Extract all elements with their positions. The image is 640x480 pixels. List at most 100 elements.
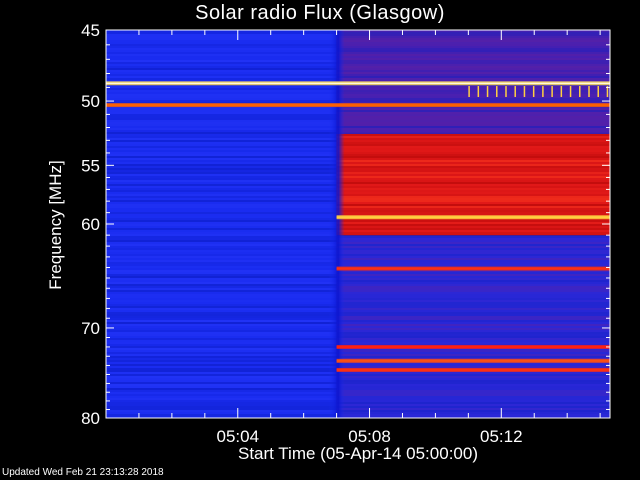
texture-stripe-post — [336, 96, 610, 98]
texture-stripe-post — [336, 90, 610, 92]
texture-stripe-pre — [106, 286, 337, 288]
texture-stripe-pre — [106, 146, 337, 148]
texture-stripe-post — [336, 118, 610, 120]
texture-stripe-pre — [106, 58, 337, 60]
texture-stripe-pre — [106, 108, 337, 110]
texture-stripe-post — [336, 386, 610, 388]
texture-stripe-post — [336, 378, 610, 380]
texture-stripe-pre — [106, 266, 337, 268]
texture-stripe-post — [337, 150, 610, 152]
texture-stripe-pre — [106, 162, 337, 164]
texture-stripe-pre — [106, 110, 337, 112]
y-tick-label-60: 60 — [81, 215, 100, 234]
texture-stripe-pre — [106, 126, 337, 128]
texture-stripe-post — [336, 220, 610, 222]
y-tick-label-55: 55 — [81, 156, 100, 175]
texture-stripe-pre — [106, 380, 337, 382]
texture-stripe-pre — [106, 92, 337, 94]
texture-stripe-post — [336, 400, 610, 402]
texture-stripe-pre — [106, 118, 337, 120]
texture-stripe-pre — [106, 98, 337, 100]
texture-stripe-post — [336, 194, 610, 196]
texture-stripe-post — [336, 38, 610, 40]
texture-stripe-pre — [106, 166, 337, 168]
texture-stripe-post — [336, 114, 610, 116]
texture-stripe-post — [336, 298, 610, 300]
texture-stripe-post — [336, 332, 610, 334]
texture-stripe-post — [336, 102, 610, 104]
texture-stripe-pre — [106, 372, 337, 374]
texture-stripe-pre — [106, 244, 337, 246]
texture-stripe-pre — [106, 390, 337, 392]
texture-stripe-post — [336, 46, 610, 48]
texture-stripe-post — [336, 208, 610, 210]
texture-stripe-pre — [106, 368, 337, 370]
texture-stripe-pre — [106, 272, 337, 274]
texture-stripe-post — [336, 392, 610, 394]
texture-stripe-post — [336, 140, 610, 142]
texture-stripe-pre — [106, 362, 337, 364]
texture-stripe-pre — [106, 218, 337, 220]
texture-stripe-pre — [106, 284, 337, 286]
texture-stripe-post — [336, 306, 610, 308]
texture-stripe-pre — [106, 410, 337, 412]
texture-stripe-pre — [106, 198, 337, 200]
texture-stripe-post — [336, 200, 610, 202]
texture-stripe-post — [336, 64, 610, 66]
texture-stripe-pre — [106, 288, 337, 290]
texture-stripe-post — [336, 68, 610, 70]
texture-stripe-pre — [106, 136, 337, 138]
texture-stripe-post — [336, 180, 610, 182]
texture-stripe-pre — [106, 330, 337, 332]
texture-stripe-pre — [106, 270, 337, 272]
band-3 — [336, 267, 610, 270]
texture-stripe-post — [336, 54, 610, 56]
texture-stripe-pre — [106, 402, 337, 404]
texture-stripe-post — [336, 66, 610, 68]
texture-stripe-pre — [106, 48, 337, 50]
texture-stripe-post — [336, 264, 610, 266]
x-tick-label-05:12: 05:12 — [480, 427, 523, 446]
interference-spike — [532, 86, 535, 97]
texture-stripe-pre — [106, 260, 337, 262]
texture-stripe-post — [336, 324, 610, 326]
texture-stripe-pre — [106, 100, 337, 102]
texture-stripe-pre — [106, 388, 337, 390]
texture-stripe-post — [336, 198, 610, 200]
texture-stripe-pre — [106, 204, 337, 206]
texture-stripe-post — [336, 116, 610, 118]
texture-stripe-pre — [106, 296, 337, 298]
texture-stripe-pre — [106, 74, 337, 76]
texture-stripe-pre — [106, 140, 337, 142]
texture-stripe-pre — [106, 334, 337, 336]
texture-stripe-post — [336, 124, 610, 126]
texture-stripe-post — [336, 236, 610, 238]
texture-stripe-pre — [106, 32, 337, 34]
texture-stripe-post — [336, 308, 610, 310]
texture-stripe-pre — [106, 120, 337, 122]
texture-stripe-pre — [106, 400, 337, 402]
texture-stripe-post — [336, 390, 610, 392]
texture-stripe-pre — [106, 404, 337, 406]
texture-stripe-post — [336, 88, 610, 90]
texture-stripe-post — [336, 294, 610, 296]
texture-stripe-pre — [106, 240, 337, 242]
texture-stripe-post — [336, 174, 610, 176]
texture-stripe-post — [336, 238, 610, 240]
texture-stripe-post — [336, 170, 610, 172]
y-tick-label-70: 70 — [81, 319, 100, 338]
interference-spike — [551, 86, 553, 97]
texture-stripe-pre — [106, 378, 337, 380]
texture-stripe-post — [336, 224, 610, 226]
band-1 — [106, 104, 610, 107]
texture-stripe-pre — [106, 90, 337, 92]
texture-stripe-pre — [106, 326, 337, 328]
texture-stripe-post — [336, 278, 610, 280]
texture-stripe-post — [337, 184, 610, 186]
band-2 — [336, 216, 610, 219]
texture-stripe-post — [336, 32, 610, 34]
texture-stripe-pre — [106, 236, 337, 238]
interference-spike — [542, 86, 544, 97]
texture-stripe-post — [336, 312, 610, 314]
texture-stripe-post — [336, 244, 610, 246]
